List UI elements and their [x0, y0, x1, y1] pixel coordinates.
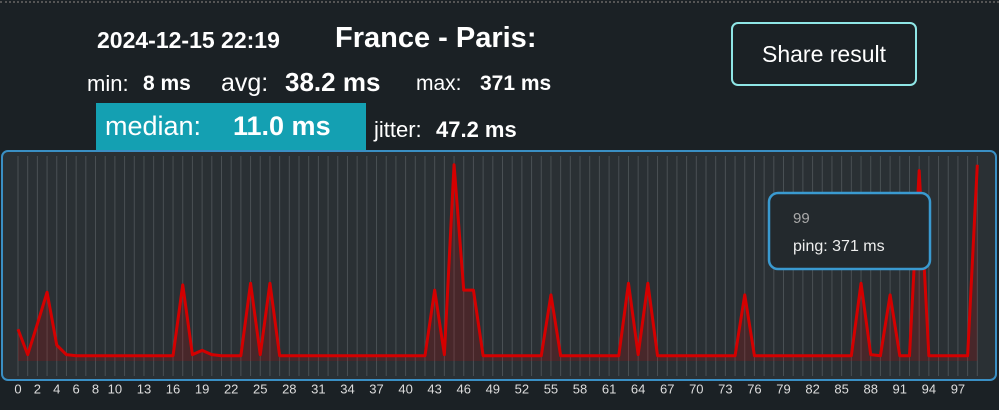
stat-value: 47.2 ms	[436, 117, 517, 142]
x-tick-label: 43	[427, 381, 441, 396]
stat-value: 371 ms	[480, 72, 552, 95]
line	[16, 163, 979, 358]
x-tick-label: 82	[805, 381, 819, 396]
x-tick-label: 79	[776, 381, 790, 396]
x-tick-label: 73	[718, 381, 732, 396]
stat-label: avg:	[221, 69, 269, 97]
x-tick-label: 58	[573, 381, 587, 396]
x-tick-label: 85	[834, 381, 848, 396]
x-tick-label: 8	[92, 381, 99, 396]
x-tick-label: 91	[893, 381, 907, 396]
x-tick-label: 55	[544, 381, 558, 396]
location: France - Paris:	[335, 22, 537, 54]
x-tick-label: 28	[282, 381, 296, 396]
x-tick-label: 16	[166, 381, 180, 396]
stat-value: 38.2 ms	[285, 67, 381, 97]
x-tick-label: 2	[34, 381, 41, 396]
x-tick-label: 31	[311, 381, 325, 396]
stat-label: max:	[416, 72, 462, 95]
x-tick-label: 22	[224, 381, 238, 396]
median-box	[96, 103, 366, 150]
tooltip-text: ping: 371 ms	[793, 238, 885, 255]
stat-value: 8 ms	[143, 72, 191, 95]
x-tick-label: 10	[108, 381, 122, 396]
x-tick-label: 52	[515, 381, 529, 396]
stat-label: min:	[87, 71, 129, 96]
x-tick-label: 94	[922, 381, 936, 396]
x-tick-label: 37	[369, 381, 383, 396]
x-tick-label: 70	[689, 381, 703, 396]
share-button[interactable]: Share result	[731, 22, 917, 86]
x-tick-label: 49	[486, 381, 500, 396]
stat-value: 11.0 ms	[233, 111, 331, 141]
x-tick-label: 67	[660, 381, 674, 396]
x-tick-label: 46	[457, 381, 471, 396]
x-tick-label: 13	[137, 381, 151, 396]
x-tick-label: 0	[14, 381, 21, 396]
x-tick-label: 25	[253, 381, 267, 396]
x-tick-label: 88	[863, 381, 877, 396]
stat-label: median:	[105, 111, 202, 141]
tooltip-title: 99	[793, 210, 810, 227]
tooltip-box	[767, 191, 932, 271]
x-tick-label: 4	[53, 381, 60, 396]
x-tick-label: 34	[340, 381, 354, 396]
top-border	[0, 1, 999, 3]
datetime: 2024-12-15 22:19	[97, 27, 280, 53]
x-tick-label: 76	[747, 381, 761, 396]
x-tick-label: 19	[195, 381, 209, 396]
x-tick-label: 97	[951, 381, 965, 396]
stat-label: jitter:	[374, 117, 422, 142]
x-tick-label: 6	[73, 381, 80, 396]
x-tick-label: 64	[631, 381, 645, 396]
x-tick-label: 40	[398, 381, 412, 396]
x-tick-label: 61	[602, 381, 616, 396]
